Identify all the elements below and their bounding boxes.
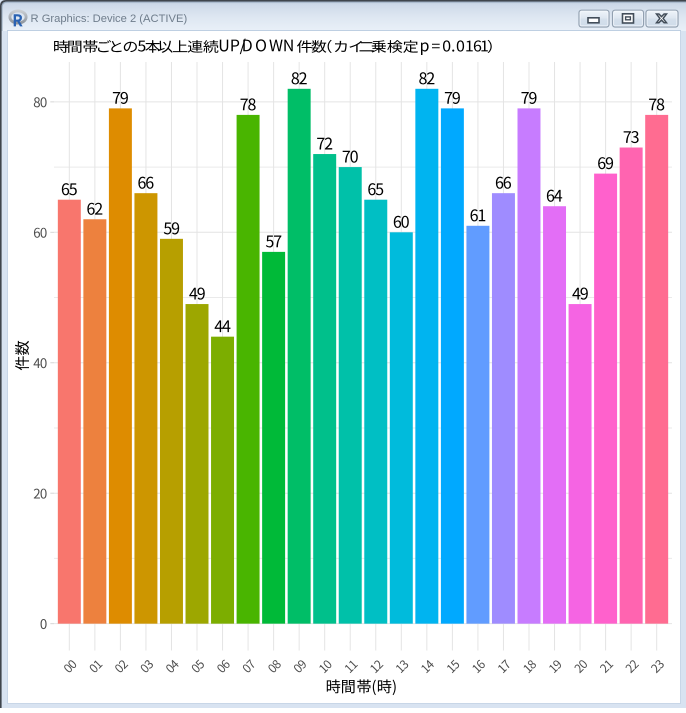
svg-text:R Graphics: Device 2 (ACTIVE): R Graphics: Device 2 (ACTIVE) bbox=[31, 13, 188, 25]
